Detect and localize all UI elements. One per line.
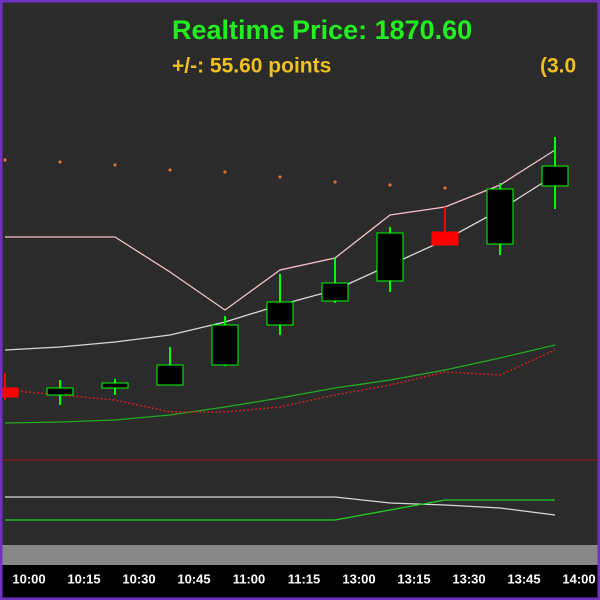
candle-body <box>101 382 129 389</box>
line <box>5 499 555 521</box>
x-tick-label: 10:30 <box>122 571 155 586</box>
x-tick-label: 13:00 <box>342 571 375 586</box>
dot <box>388 183 392 187</box>
x-tick-label: 14:00 <box>562 571 595 586</box>
dot <box>443 186 447 190</box>
chart-subtitle: +/-: 55.60 points <box>172 55 331 78</box>
plot <box>0 137 569 521</box>
x-tick-label: 13:45 <box>507 571 540 586</box>
candle-body <box>541 165 569 187</box>
x-tick-label: 10:45 <box>177 571 210 586</box>
dot <box>168 168 172 172</box>
line <box>4 349 556 413</box>
line <box>4 344 556 424</box>
x-tick-label: 10:00 <box>12 571 45 586</box>
candle-body <box>321 282 349 302</box>
dot <box>333 180 337 184</box>
candle-body <box>486 188 514 245</box>
line <box>5 496 556 516</box>
dot <box>223 170 227 174</box>
scroll-band <box>0 545 600 565</box>
annotation: (3.0 <box>540 55 576 78</box>
candle-body <box>376 232 404 282</box>
x-axis-band <box>0 565 600 600</box>
x-tick-label: 13:30 <box>452 571 485 586</box>
dot <box>58 160 62 164</box>
dot <box>278 175 282 179</box>
dot <box>113 163 117 167</box>
x-tick-label: 13:15 <box>397 571 430 586</box>
candle-body <box>211 324 239 366</box>
dot <box>3 158 7 162</box>
candle-body <box>156 364 184 386</box>
x-tick-label: 11:15 <box>288 571 321 586</box>
candle-body <box>46 387 74 396</box>
candle-body <box>266 301 294 326</box>
chart-title: Realtime Price: 1870.60 <box>172 15 472 45</box>
line <box>5 149 556 311</box>
candle-body <box>0 387 19 398</box>
candle-body <box>431 231 459 246</box>
x-tick-label: 10:15 <box>67 571 100 586</box>
x-tick-label: 11:00 <box>233 571 266 586</box>
